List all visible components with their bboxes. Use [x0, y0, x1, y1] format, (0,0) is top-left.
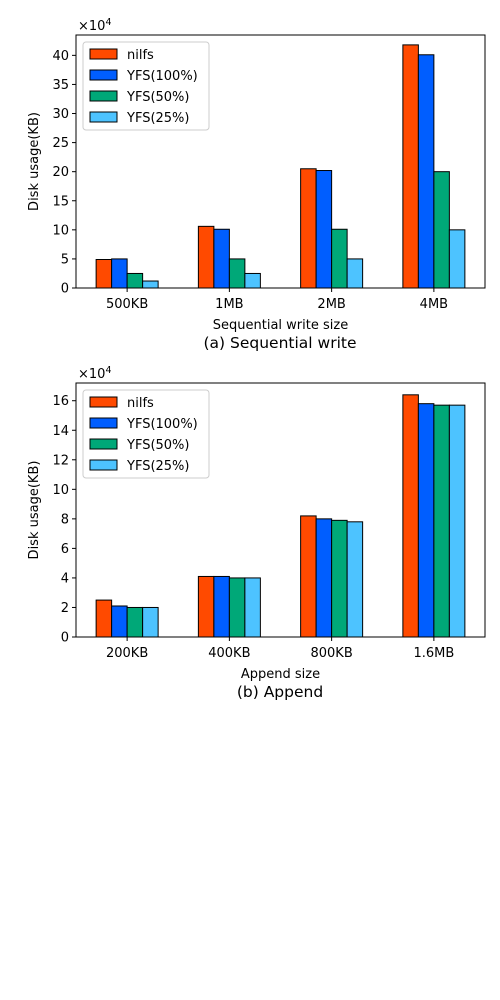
legend-swatch: [89, 90, 118, 102]
chart-caption: (b) Append: [237, 683, 323, 701]
bar-yfs-50-200kb: [126, 606, 144, 638]
y-tick-label: 35: [52, 78, 69, 93]
x-tick-label: 400KB: [208, 646, 250, 661]
bar-yfs-100-800kb: [315, 518, 333, 638]
legend-label: YFS(100%): [126, 69, 198, 84]
legend-swatch: [89, 111, 118, 123]
bar-yfs-50-1mb: [228, 258, 246, 289]
y-offset-label: ×104: [78, 17, 111, 34]
bars-group: [95, 44, 466, 289]
x-tick-label: 2MB: [317, 297, 345, 312]
bar-yfs-50-4mb: [433, 171, 450, 289]
legend-swatch: [89, 69, 118, 81]
legend-label: nilfs: [127, 396, 154, 411]
y-tick-label: 0: [61, 631, 69, 646]
legend-swatch: [89, 438, 118, 450]
y-tick-label: 40: [52, 49, 69, 64]
bar-yfs-25-800kb: [346, 521, 364, 638]
bar-yfs-100-2mb: [315, 170, 333, 289]
bars-group: [95, 394, 466, 638]
y-tick-label: 0: [61, 282, 69, 297]
bar-yfs-50-2mb: [331, 228, 348, 289]
y-tick-label: 8: [61, 512, 69, 527]
legend-swatch: [89, 396, 118, 408]
x-axis-label: Append size: [241, 667, 320, 682]
bar-nilfs-400kb: [197, 575, 215, 638]
bar-nilfs-4mb: [402, 44, 419, 289]
x-ticks: 500KB 1MB 2MB 4MB: [106, 288, 448, 312]
y-axis-label: Disk usage(KB): [27, 461, 42, 560]
legend-label: YFS(50%): [126, 438, 189, 453]
x-tick-label: 500KB: [106, 297, 148, 312]
y-tick-label: 25: [52, 136, 69, 151]
legend-swatch: [89, 48, 118, 60]
y-tick-label: 14: [52, 424, 69, 439]
chart-caption: (a) Sequential write: [203, 334, 356, 352]
x-axis-label: Sequential write size: [213, 318, 348, 333]
x-ticks: 200KB 400KB 800KB 1.6MB: [106, 637, 454, 661]
bar-nilfs-200kb: [95, 599, 113, 638]
chart-sequential-write: ×104 0 5 10 15 20 25 30 35 40 500KB 1MB 2MB 4MB Dis…: [27, 17, 486, 352]
bar-yfs-50-500kb: [126, 272, 144, 289]
y-tick-label: 15: [52, 194, 69, 209]
bar-yfs-25-4mb: [448, 229, 466, 289]
bar-yfs-50-400kb: [228, 577, 246, 638]
legend-label: YFS(50%): [126, 90, 189, 105]
x-tick-label: 1MB: [215, 297, 243, 312]
bar-yfs-25-1-6mb: [448, 404, 466, 638]
legend-label: nilfs: [127, 48, 154, 63]
y-tick-label: 5: [61, 252, 69, 267]
legend-swatch: [89, 417, 118, 429]
x-tick-label: 1.6MB: [413, 646, 454, 661]
y-ticks: 0 5 10 15 20 25 30 35 40: [52, 49, 76, 297]
bar-yfs-100-200kb: [111, 605, 128, 638]
y-tick-label: 2: [61, 601, 69, 616]
x-tick-label: 4MB: [420, 297, 448, 312]
y-tick-label: 4: [61, 571, 69, 586]
y-tick-label: 6: [61, 542, 69, 557]
plot-frame: [75, 34, 486, 289]
x-tick-label: 200KB: [106, 646, 148, 661]
legend-label: YFS(100%): [126, 417, 198, 432]
y-axis-label: Disk usage(KB): [27, 112, 42, 211]
y-tick-label: 12: [52, 453, 69, 468]
y-ticks: 0 2 4 6 8 10 12 14 16: [52, 394, 76, 646]
legend-box: [82, 389, 210, 479]
legend-swatch: [89, 459, 118, 471]
bar-yfs-25-500kb: [142, 280, 159, 289]
y-tick-label: 10: [52, 483, 69, 498]
y-tick-label: 16: [52, 394, 69, 409]
legend-box: [82, 41, 210, 131]
y-offset-label: ×104: [78, 365, 111, 382]
plot-frame: [75, 382, 486, 638]
bar-yfs-25-400kb: [244, 577, 261, 638]
legend-label: YFS(25%): [126, 459, 189, 474]
bar-yfs-100-1-6mb: [417, 403, 435, 638]
y-tick-label: 30: [52, 107, 69, 122]
bar-yfs-25-1mb: [244, 272, 261, 289]
bar-nilfs-2mb: [300, 168, 317, 289]
legend-label: YFS(25%): [126, 111, 189, 126]
bar-yfs-25-2mb: [346, 258, 364, 289]
bar-nilfs-1mb: [197, 225, 215, 289]
bar-yfs-25-200kb: [142, 606, 159, 638]
y-tick-label: 10: [52, 223, 69, 238]
bar-yfs-50-800kb: [331, 519, 348, 638]
legend: nilfs YFS(100%) YFS(50%) YFS(25%): [82, 389, 210, 479]
bar-nilfs-1-6mb: [402, 394, 419, 638]
bar-yfs-100-1mb: [213, 228, 230, 289]
y-tick-label: 20: [52, 165, 69, 180]
bar-yfs-100-4mb: [417, 54, 435, 289]
bar-nilfs-500kb: [95, 259, 113, 289]
bar-yfs-50-1-6mb: [433, 404, 450, 638]
bar-yfs-100-400kb: [213, 575, 230, 638]
bar-yfs-100-500kb: [111, 258, 128, 289]
legend: nilfs YFS(100%) YFS(50%) YFS(25%): [82, 41, 210, 131]
bar-nilfs-800kb: [300, 515, 317, 638]
x-tick-label: 800KB: [310, 646, 352, 661]
